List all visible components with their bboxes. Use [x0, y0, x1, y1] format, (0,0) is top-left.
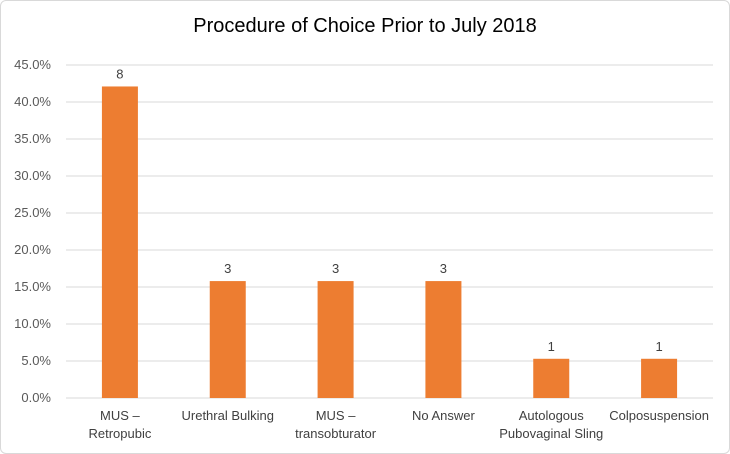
y-tick-label: 15.0% [14, 279, 51, 294]
chart-title: Procedure of Choice Prior to July 2018 [193, 15, 537, 37]
y-tick-label: 0.0% [21, 390, 51, 405]
x-tick-label-line: Colposuspension [609, 408, 709, 423]
bar [533, 358, 570, 398]
y-tick-label: 45.0% [14, 57, 51, 72]
data-label: 1 [655, 339, 662, 354]
y-tick-label: 30.0% [14, 168, 51, 183]
data-label: 3 [440, 261, 447, 276]
data-label: 8 [116, 66, 123, 81]
data-label: 3 [332, 261, 339, 276]
x-tick-label-line: MUS – [316, 408, 357, 423]
y-tick-label: 5.0% [21, 353, 51, 368]
x-tick-label-line: Pubovaginal Sling [499, 426, 603, 441]
x-tick-label: Colposuspension [609, 408, 709, 423]
x-tick-label-line: Autologous [519, 408, 585, 423]
bar [101, 86, 138, 399]
data-label: 3 [224, 261, 231, 276]
x-tick-label-line: transobturator [295, 426, 377, 441]
x-tick-label: MUS – transobturator [295, 408, 377, 441]
x-tick-label-line: No Answer [412, 408, 476, 423]
y-tick-label: 35.0% [14, 131, 51, 146]
x-tick-label: Autologous Pubovaginal Sling [499, 408, 603, 441]
y-tick-label: 40.0% [14, 94, 51, 109]
bar [641, 358, 678, 398]
data-label: 1 [548, 339, 555, 354]
x-tick-label-line: MUS – [100, 408, 141, 423]
bar [209, 281, 246, 398]
x-tick-label: MUS – Retropubic [88, 408, 151, 441]
bar [317, 281, 354, 398]
x-tick-label: Urethral Bulking [182, 408, 275, 423]
bar [425, 281, 462, 398]
x-tick-label-line: Retropubic [88, 426, 151, 441]
y-tick-label: 25.0% [14, 205, 51, 220]
x-tick-label: No Answer [412, 408, 476, 423]
y-tick-label: 20.0% [14, 242, 51, 257]
y-tick-label: 10.0% [14, 316, 51, 331]
x-tick-label-line: Urethral Bulking [182, 408, 275, 423]
